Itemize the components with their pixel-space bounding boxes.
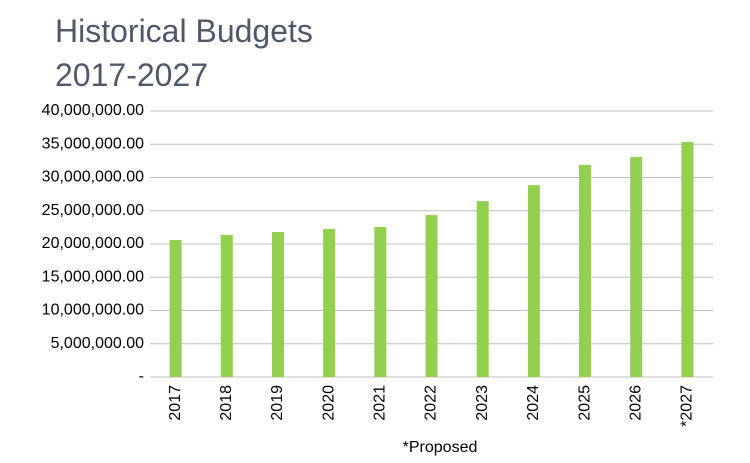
chart-title: Historical Budgets	[55, 13, 313, 49]
x-tick-label: 2022	[423, 385, 440, 421]
y-tick-label: 20,000,000.00	[42, 235, 144, 252]
x-tick-label: 2024	[525, 385, 542, 421]
bar	[323, 229, 336, 377]
chart-title: 2017-2027	[55, 57, 208, 93]
x-tick-label: 2021	[372, 385, 389, 421]
y-tick-label: 30,000,000.00	[42, 169, 144, 186]
x-tick-label: 2019	[269, 385, 286, 421]
x-tick-label: *2027	[679, 385, 696, 427]
bar	[681, 141, 694, 377]
bar	[630, 156, 643, 377]
y-tick-label: 25,000,000.00	[42, 202, 144, 219]
bar	[476, 201, 489, 377]
x-tick-label: 2020	[320, 385, 337, 421]
y-tick-label: 40,000,000.00	[42, 102, 144, 119]
bar	[579, 164, 592, 377]
x-tick-label: 2023	[474, 385, 491, 421]
bar	[527, 185, 540, 377]
y-tick-label: 15,000,000.00	[42, 268, 144, 285]
x-tick-label: 2018	[218, 385, 235, 421]
y-tick-label: -	[139, 368, 144, 385]
bar	[220, 235, 233, 377]
bar	[425, 215, 438, 377]
bar	[169, 240, 182, 377]
x-tick-label: 2017	[167, 385, 184, 421]
x-tick-label: 2025	[576, 385, 593, 421]
y-tick-label: 10,000,000.00	[42, 302, 144, 319]
y-tick-label: 35,000,000.00	[42, 135, 144, 152]
bar	[271, 232, 284, 377]
y-tick-label: 5,000,000.00	[51, 335, 145, 352]
x-tick-label: 2026	[627, 385, 644, 421]
bar	[374, 227, 387, 377]
x-axis-label: *Proposed	[403, 439, 478, 456]
